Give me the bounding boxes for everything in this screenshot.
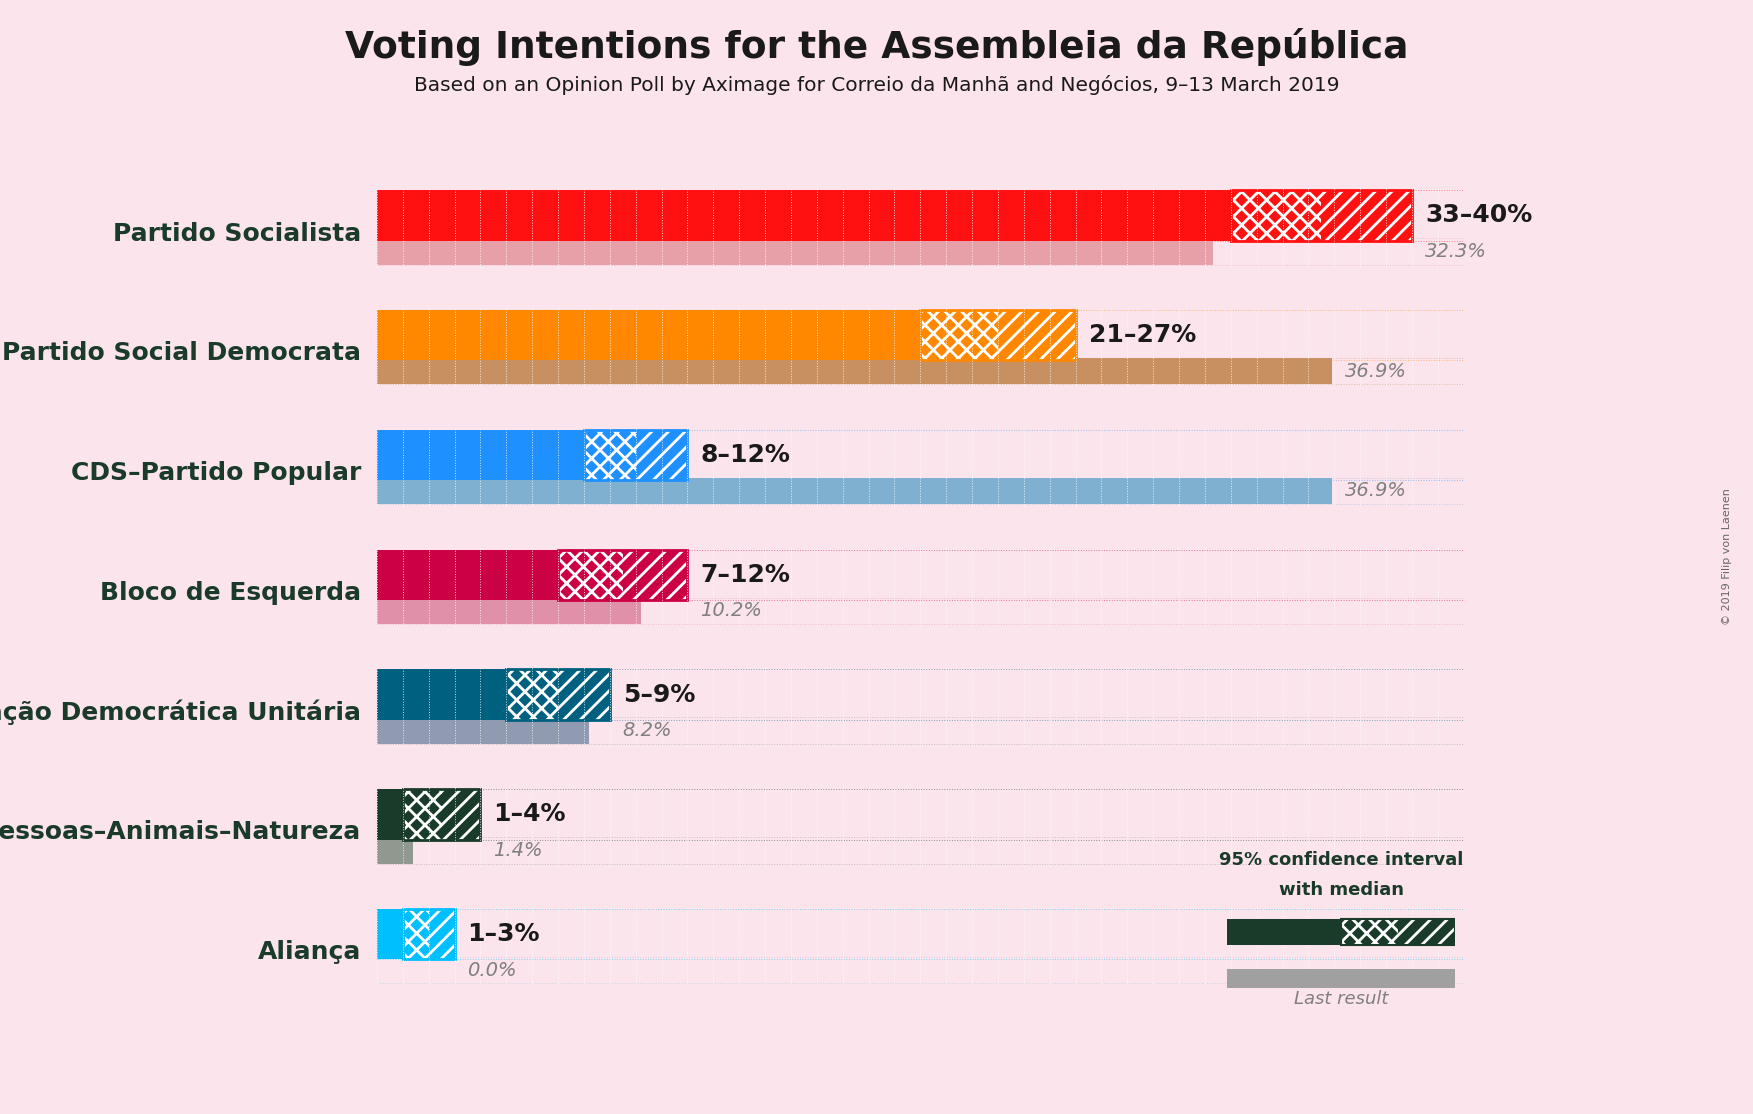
Text: Last result: Last result (1294, 990, 1388, 1008)
Bar (557, 549, 687, 600)
Text: 21–27%: 21–27% (1089, 323, 1196, 348)
Text: Voting Intentions for the Assembleia da República: Voting Intentions for the Assembleia da … (345, 28, 1408, 66)
Bar (377, 310, 920, 361)
Bar (557, 549, 687, 600)
Text: 10.2%: 10.2% (701, 602, 763, 620)
Text: 36.9%: 36.9% (1345, 481, 1406, 500)
Bar (377, 238, 1213, 265)
Bar (377, 190, 1231, 241)
Bar (1341, 919, 1399, 945)
Bar (377, 358, 1332, 384)
Bar (377, 597, 642, 624)
Text: 1–3%: 1–3% (468, 922, 540, 946)
Text: 8.2%: 8.2% (622, 721, 671, 740)
Bar (1341, 919, 1399, 945)
Text: 7–12%: 7–12% (701, 563, 791, 587)
Text: 95% confidence interval: 95% confidence interval (1218, 851, 1464, 869)
Bar (377, 909, 403, 959)
Bar (403, 789, 480, 840)
Bar (1341, 919, 1455, 945)
Bar (1227, 919, 1341, 945)
Text: © 2019 Filip von Laenen: © 2019 Filip von Laenen (1721, 489, 1732, 625)
Text: 1–4%: 1–4% (493, 802, 566, 827)
Bar (920, 310, 1076, 361)
Bar (1231, 190, 1411, 241)
Bar (557, 670, 610, 720)
Bar (377, 549, 557, 600)
Bar (1397, 919, 1455, 945)
Bar (403, 909, 454, 959)
Bar (377, 478, 1332, 505)
Bar (584, 430, 687, 480)
Bar (403, 909, 454, 959)
Bar (622, 549, 687, 600)
Bar (377, 430, 584, 480)
Bar (1227, 969, 1455, 988)
Bar (997, 310, 1076, 361)
Bar (584, 430, 687, 480)
Bar (377, 717, 589, 744)
Bar (507, 670, 557, 720)
Text: 33–40%: 33–40% (1425, 204, 1532, 227)
Bar (377, 789, 403, 840)
Bar (377, 838, 414, 863)
Bar (507, 670, 610, 720)
Text: 1.4%: 1.4% (493, 841, 543, 860)
Bar (1397, 919, 1455, 945)
Bar (1231, 190, 1411, 241)
Bar (442, 789, 480, 840)
Text: 0.0%: 0.0% (468, 960, 517, 979)
Bar (920, 310, 997, 361)
Bar (403, 909, 429, 959)
Bar (584, 430, 636, 480)
Bar (1231, 190, 1322, 241)
Bar (920, 310, 1076, 361)
Bar (403, 789, 480, 840)
Bar (636, 430, 687, 480)
Bar (429, 909, 454, 959)
Text: 8–12%: 8–12% (701, 443, 791, 467)
Text: 32.3%: 32.3% (1425, 242, 1487, 261)
Bar (507, 670, 610, 720)
Text: Based on an Opinion Poll by Aximage for Correio da Manhã and Negócios, 9–13 Marc: Based on an Opinion Poll by Aximage for … (414, 75, 1339, 95)
Text: 5–9%: 5–9% (622, 683, 696, 706)
Text: with median: with median (1278, 881, 1404, 899)
Text: 36.9%: 36.9% (1345, 362, 1406, 381)
Bar (1322, 190, 1411, 241)
Bar (557, 549, 622, 600)
Bar (377, 670, 507, 720)
Bar (403, 789, 442, 840)
